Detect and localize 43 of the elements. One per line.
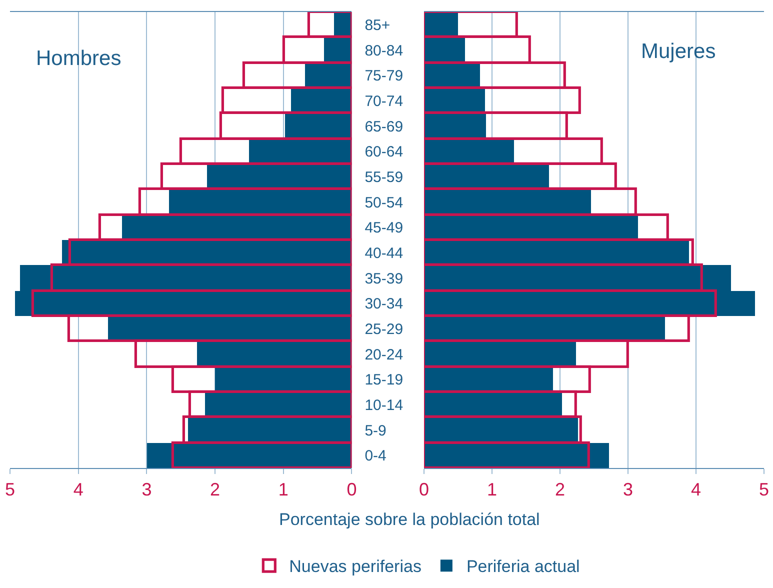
bar bbox=[197, 341, 352, 367]
y-tick-label: 35-39 bbox=[364, 270, 404, 288]
y-tick-label: 20-24 bbox=[364, 346, 404, 364]
x-axis-title: Porcentaje sobre la población total bbox=[279, 510, 540, 529]
bar bbox=[424, 341, 576, 367]
bar bbox=[424, 316, 665, 341]
x-tick-label: 3 bbox=[622, 480, 633, 500]
text: Mujeres bbox=[641, 40, 716, 63]
y-tick-label: 50-54 bbox=[364, 194, 404, 212]
x-tick-label: 2 bbox=[554, 480, 565, 500]
y-tick-label: 70-74 bbox=[364, 92, 404, 110]
legend-label: Nuevas periferias bbox=[289, 557, 422, 576]
y-tick-label: 0-4 bbox=[364, 448, 386, 465]
text: Hombres bbox=[36, 47, 122, 70]
y-tick-label: 75-79 bbox=[364, 68, 404, 85]
x-tick-label: 1 bbox=[486, 480, 497, 500]
y-tick-label: 60-64 bbox=[364, 144, 404, 161]
x-tick-label: 0 bbox=[418, 480, 429, 500]
y-tick-label: 25-29 bbox=[364, 320, 404, 338]
x-tick-label: 0 bbox=[346, 480, 357, 500]
x-tick-label: 5 bbox=[4, 480, 16, 500]
y-tick-label: 30-34 bbox=[364, 296, 404, 313]
y-tick-label: 10-14 bbox=[364, 396, 404, 414]
x-tick-label: 3 bbox=[142, 480, 152, 500]
y-tick-label: 5-9 bbox=[364, 422, 386, 440]
y-tick-label: 15-19 bbox=[364, 372, 404, 389]
y-tick-label: 55-59 bbox=[364, 168, 404, 186]
x-tick-label: 1 bbox=[278, 480, 288, 500]
y-tick-label: 40-44 bbox=[364, 244, 404, 262]
bar bbox=[108, 316, 352, 341]
legend-label: Periferia actual bbox=[466, 557, 580, 576]
y-tick-label: 45-49 bbox=[364, 220, 404, 237]
x-tick-label: 5 bbox=[758, 480, 770, 500]
bar bbox=[424, 189, 591, 215]
x-tick-label: 4 bbox=[690, 480, 701, 500]
bar bbox=[122, 215, 352, 240]
bar bbox=[424, 215, 638, 240]
y-tick-label: 65-69 bbox=[364, 118, 404, 136]
y-tick-label: 80-84 bbox=[364, 42, 404, 60]
bar bbox=[147, 443, 352, 468]
y-tick-label: 85+ bbox=[364, 16, 390, 34]
x-tick-label: 4 bbox=[73, 480, 84, 500]
x-tick-label: 2 bbox=[210, 480, 220, 500]
